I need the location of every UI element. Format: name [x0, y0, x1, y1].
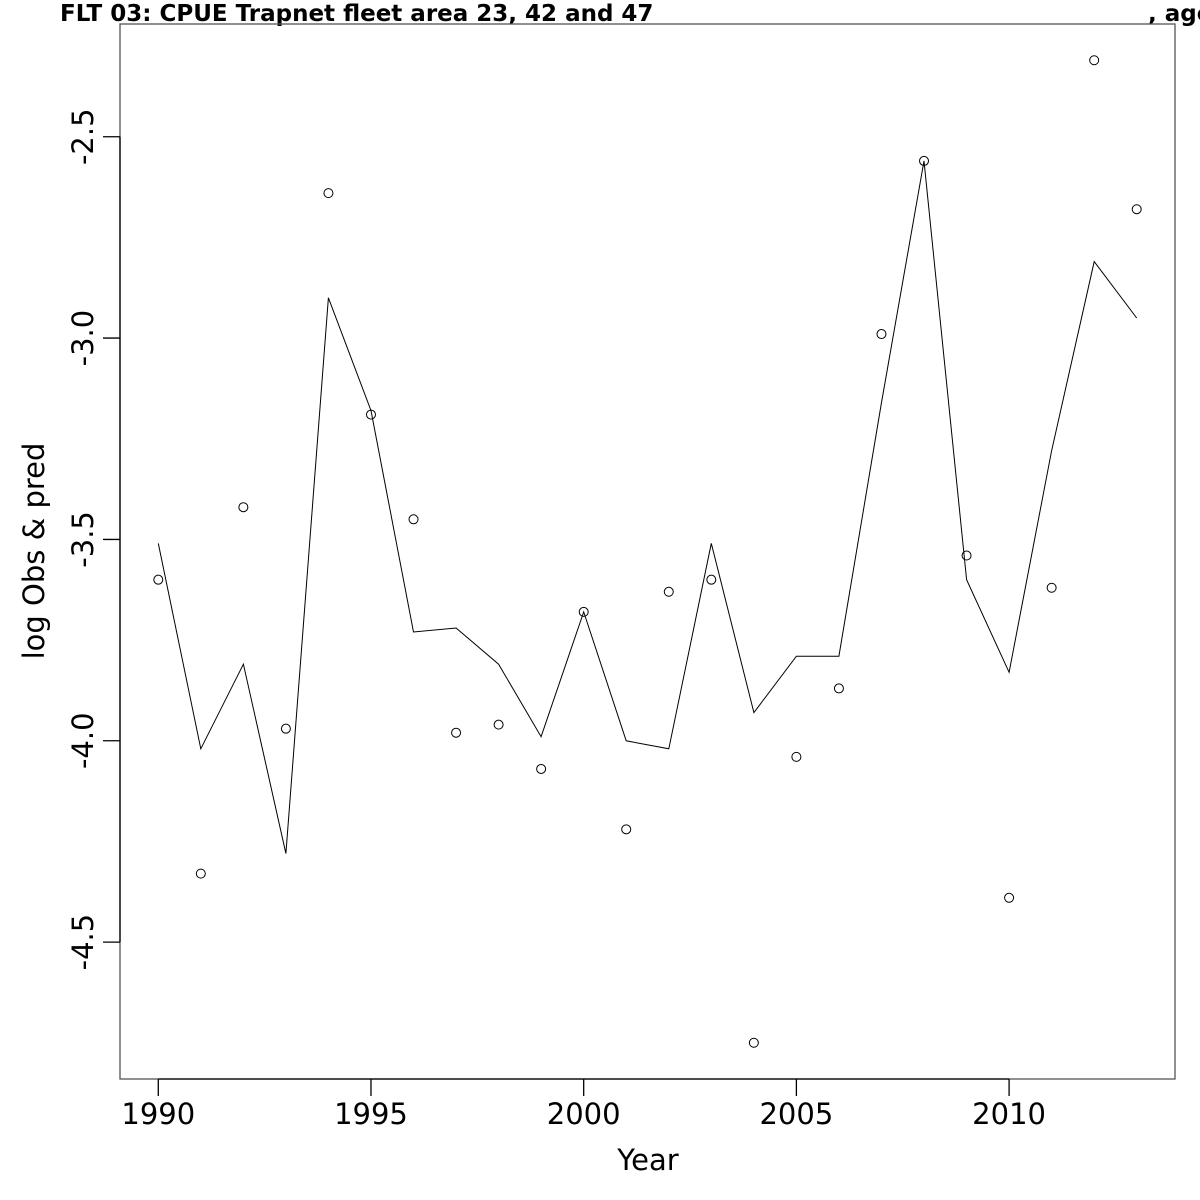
observed-point: [1004, 892, 1015, 903]
y-tick-label: -4.5: [66, 914, 100, 971]
chart-title: FLT 03: CPUE Trapnet fleet area 23, 42 a…: [60, 1, 653, 27]
observed-point: [493, 719, 504, 730]
y-tick-label: -3.0: [66, 310, 100, 367]
plot-frame: [119, 23, 1176, 1080]
observed-point: [238, 502, 249, 513]
y-tick-label: -2.5: [66, 108, 100, 165]
observed-point: [748, 1037, 759, 1048]
observed-point: [621, 824, 632, 835]
y-tick-label: -4.0: [66, 712, 100, 769]
x-axis-label: Year: [616, 1143, 678, 1177]
x-tick-label: 1995: [334, 1097, 408, 1131]
observed-point: [1131, 204, 1142, 215]
observed-point: [791, 751, 802, 762]
observed-point: [961, 550, 972, 561]
x-tick-label: 2000: [547, 1097, 621, 1131]
observed-point: [323, 188, 334, 199]
observed-point: [280, 723, 291, 734]
y-axis-label: log Obs & pred: [17, 443, 51, 660]
x-axis: 1990 1995 2000 2005 2010: [121, 1078, 1046, 1131]
observed-point: [536, 763, 547, 774]
x-tick-label: 1990: [121, 1097, 195, 1131]
observed-point: [833, 683, 844, 694]
observed-point: [578, 606, 589, 617]
x-tick-label: 2005: [759, 1097, 833, 1131]
y-tick-label: -3.5: [66, 511, 100, 568]
chart-title-suffix: , age: [1148, 1, 1200, 27]
observed-point: [408, 514, 419, 525]
y-axis: -4.5 -4.0 -3.5 -3.0 -2.5: [66, 108, 121, 971]
observed-point: [195, 868, 206, 879]
predicted-line: [157, 160, 1138, 854]
observed-point: [876, 329, 887, 340]
observed-point: [451, 727, 462, 738]
observed-point: [706, 574, 717, 585]
observed-point: [1089, 55, 1100, 66]
observed-point: [1046, 582, 1057, 593]
series-layer: [153, 55, 1142, 1048]
observed-point: [663, 586, 674, 597]
observed-point: [153, 574, 164, 585]
x-tick-label: 2010: [972, 1097, 1046, 1131]
